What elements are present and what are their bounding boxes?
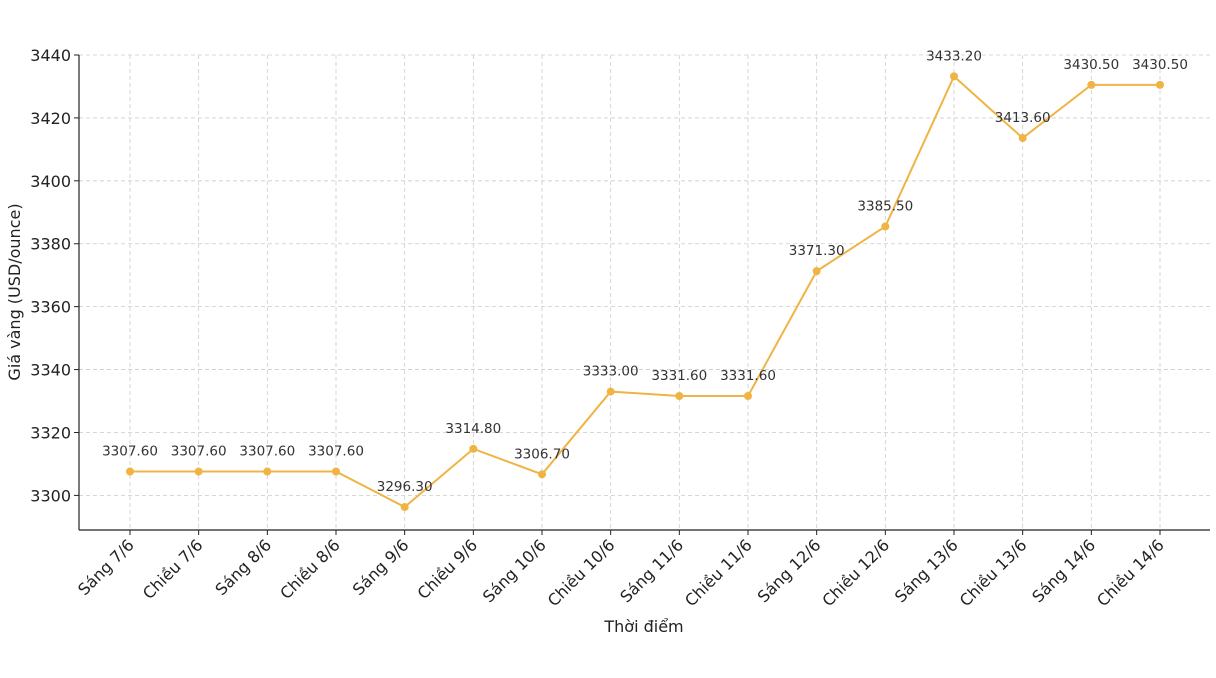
x-tick-label: Chiều 14/6 [1093,535,1168,610]
data-point [744,391,752,400]
data-point [812,267,821,276]
y-tick-label: 3380 [30,235,71,254]
y-tick-label: 3400 [30,172,71,191]
data-label: 3307.60 [239,443,295,459]
data-label: 3296.30 [377,479,433,495]
data-point [1018,134,1027,143]
y-tick-label: 3300 [30,486,71,505]
x-tick-label: Chiều 13/6 [956,535,1031,610]
x-tick-label: Sáng 13/6 [891,535,962,606]
x-tick-label: Chiều 9/6 [414,535,482,603]
x-tick-label: Sáng 10/6 [479,535,550,606]
data-label: 3433.20 [926,48,982,64]
x-tick-label: Chiều 7/6 [139,535,207,603]
data-labels: 3307.60 3307.60 3307.60 3307.60 3296.30 3314.… [102,48,1188,495]
data-point [263,467,272,476]
grid [79,54,1210,530]
data-point [881,222,890,231]
y-tick-label: 3360 [30,298,71,317]
data-label: 3413.60 [995,110,1051,126]
data-label: 3430.50 [1132,57,1188,73]
data-point [469,444,478,453]
data-point [194,467,203,476]
x-tick-label: Sáng 11/6 [616,535,687,606]
data-label: 3430.50 [1063,57,1119,73]
y-tick-label: 3340 [30,361,71,380]
data-label: 3331.60 [651,368,707,384]
y-ticks: 3300 3320 3340 3360 3380 3400 3420 3440 [30,46,79,505]
data-label: 3307.60 [171,443,227,459]
data-point [950,72,958,81]
x-tick-label: Chiều 12/6 [818,535,893,610]
x-tick-label: Sáng 12/6 [754,535,825,606]
x-tick-label: Chiều 11/6 [681,535,756,610]
x-ticks: Sáng 7/6 Chiều 7/6 Sáng 8/6 Chiều 8/6 Sáng 9… [74,530,1168,610]
x-tick-label: Sáng 9/6 [349,535,413,599]
y-tick-label: 3440 [30,46,71,65]
y-tick-label: 3320 [30,423,71,442]
data-label: 3306.70 [514,446,570,462]
data-point [1156,80,1164,89]
x-tick-label: Chiều 10/6 [544,535,619,610]
data-label: 3371.30 [789,243,845,259]
data-point [606,387,615,396]
series-line [130,74,1160,509]
data-label: 3331.60 [720,368,776,384]
data-label: 3314.80 [445,421,501,437]
y-axis-title: Giá vàng (USD/ounce) [5,203,24,380]
data-label: 3333.00 [583,364,639,380]
data-point [332,467,340,476]
series-gold-price [126,72,1164,512]
x-tick-label: Chiều 8/6 [276,535,344,603]
data-point [400,503,409,512]
y-tick-label: 3420 [30,109,71,128]
data-point [675,391,684,400]
x-axis-title: Thời điểm [603,617,683,636]
x-tick-label: Sáng 14/6 [1028,535,1099,606]
data-label: 3307.60 [308,443,364,459]
data-point [1087,80,1096,89]
data-label: 3385.50 [857,198,913,214]
data-label: 3307.60 [102,443,158,459]
x-tick-label: Sáng 8/6 [211,535,275,599]
x-tick-label: Sáng 7/6 [74,535,138,599]
data-point [538,470,546,479]
data-point [126,467,134,476]
